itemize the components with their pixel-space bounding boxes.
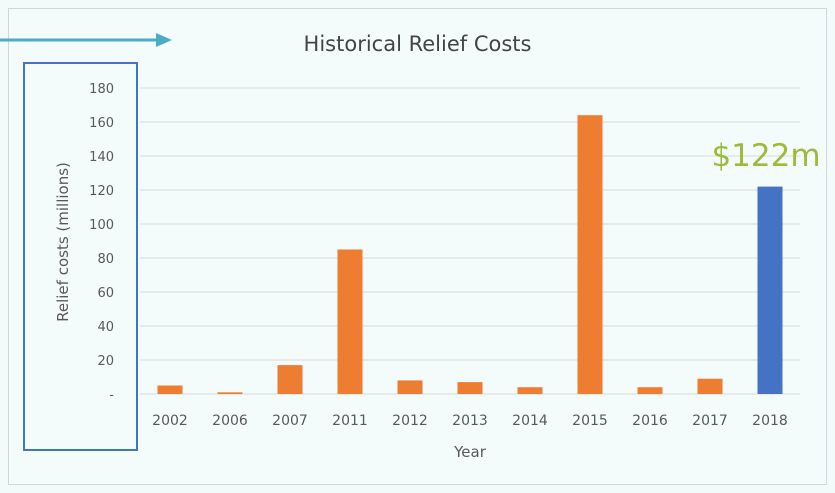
- x-tick-label-2002: 2002: [152, 413, 188, 429]
- y-axis-highlight-box: [23, 62, 138, 451]
- bar-2016: [637, 387, 663, 394]
- bar-2011: [337, 249, 363, 394]
- bar-2014: [517, 387, 543, 394]
- y-tick-label-180: 180: [89, 82, 114, 97]
- x-axis-label: Year: [453, 443, 487, 461]
- y-tick-label-140: 140: [89, 150, 114, 165]
- bar-2017: [697, 378, 723, 394]
- x-tick-label-2014: 2014: [512, 413, 548, 429]
- y-tick-label-80: 80: [97, 252, 114, 267]
- y-tick-label-0: -: [109, 388, 114, 403]
- y-axis-label: Relief costs (millions): [54, 162, 72, 322]
- x-tick-label-2015: 2015: [572, 413, 608, 429]
- y-tick-label-100: 100: [89, 218, 114, 233]
- bar-2018: [757, 186, 783, 394]
- y-tick-label-40: 40: [97, 320, 114, 335]
- y-tick-label-120: 120: [89, 184, 114, 199]
- arrow-head: [156, 33, 172, 47]
- x-tick-label-2017: 2017: [692, 413, 728, 429]
- x-tick-label-2006: 2006: [212, 413, 248, 429]
- y-tick-label-20: 20: [97, 354, 114, 369]
- x-tick-label-2018: 2018: [752, 413, 788, 429]
- x-tick-label-2012: 2012: [392, 413, 428, 429]
- x-tick-label-2016: 2016: [632, 413, 668, 429]
- annotation-2018: $122m: [711, 138, 820, 174]
- bar-2006: [217, 392, 243, 394]
- x-tick-label-2013: 2013: [452, 413, 488, 429]
- bar-2013: [457, 382, 483, 394]
- y-tick-label-160: 160: [89, 116, 114, 131]
- bar-2002: [157, 385, 183, 394]
- bar-2015: [577, 115, 603, 394]
- chart-title: Historical Relief Costs: [303, 32, 532, 56]
- x-tick-label-2011: 2011: [332, 413, 368, 429]
- x-tick-label-2007: 2007: [272, 413, 308, 429]
- bar-2007: [277, 365, 303, 394]
- y-tick-label-60: 60: [97, 286, 114, 301]
- bar-2012: [397, 380, 423, 394]
